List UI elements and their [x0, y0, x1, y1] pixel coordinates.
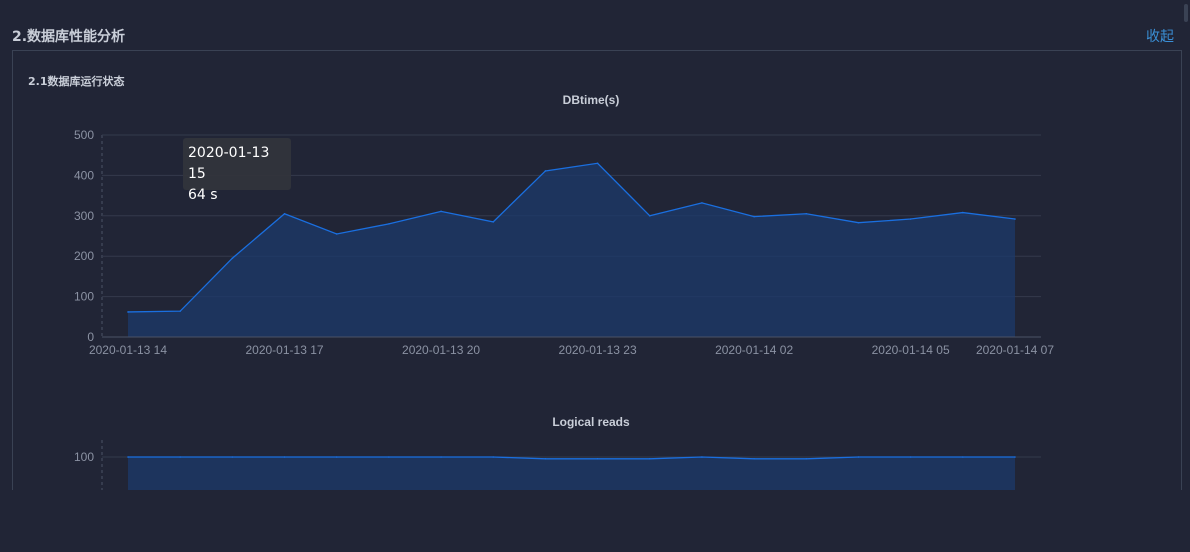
- data-point: [857, 456, 860, 458]
- dbtime-chart: DBtime(s) 0 100 200 300 400 500 2020-01-13 14 20…: [74, 93, 1054, 357]
- data-point: [388, 456, 390, 458]
- y-tick-label: 300: [74, 209, 94, 223]
- data-point: [335, 456, 338, 458]
- y-tick-label: 0: [87, 330, 94, 344]
- data-point: [1014, 456, 1016, 458]
- scrollbar[interactable]: [1184, 4, 1188, 22]
- collapse-button[interactable]: 收起: [1146, 29, 1174, 45]
- section-title: 2.数据库性能分析: [12, 29, 126, 45]
- data-point: [544, 170, 547, 172]
- data-point: [596, 162, 599, 165]
- chart-title: Logical reads: [552, 415, 630, 429]
- x-tick-label: 2020-01-14 07: [976, 343, 1054, 357]
- data-point: [440, 210, 442, 213]
- data-point: [335, 233, 338, 235]
- data-point: [179, 456, 181, 458]
- data-point: [701, 456, 703, 458]
- tooltip-time: 2020-01-13 15: [188, 145, 270, 182]
- data-point: [962, 456, 964, 458]
- data-point: [388, 223, 390, 225]
- data-point: [753, 215, 755, 218]
- data-point: [909, 456, 912, 458]
- panel-subtitle: 2.1数据库运行状态: [28, 75, 125, 88]
- series-area: [128, 457, 1015, 490]
- x-tick-label: 2020-01-13 14: [89, 343, 167, 357]
- data-point: [962, 211, 964, 214]
- y-tick-label: 400: [74, 168, 94, 182]
- x-tick-label: 2020-01-13 23: [559, 343, 637, 357]
- data-point: [648, 215, 651, 217]
- data-point: [179, 310, 181, 312]
- logical-reads-chart: Logical reads 100: [74, 415, 1041, 490]
- x-tick-label: 2020-01-13 20: [402, 343, 480, 357]
- data-point: [127, 311, 129, 313]
- data-point: [596, 458, 599, 460]
- series-line: [127, 162, 1016, 313]
- y-tick-label: 500: [74, 128, 94, 142]
- data-point: [701, 202, 703, 204]
- x-tick-label: 2020-01-13 17: [245, 343, 323, 357]
- y-tick-label: 100: [74, 450, 94, 464]
- data-point: [857, 221, 860, 224]
- data-point: [440, 456, 442, 458]
- series-line: [128, 456, 1015, 460]
- chart-tooltip: 2020-01-13 15 64 s: [183, 138, 291, 203]
- data-point: [231, 257, 234, 260]
- data-point: [492, 221, 495, 223]
- data-point: [753, 458, 755, 460]
- data-point: [283, 212, 286, 215]
- data-point: [805, 212, 808, 215]
- tooltip-value: 64 s: [188, 187, 218, 203]
- data-point: [127, 456, 129, 458]
- data-point: [648, 458, 651, 460]
- y-tick-label: 200: [74, 249, 94, 263]
- data-point: [909, 218, 912, 220]
- data-point: [544, 458, 547, 460]
- data-point: [805, 458, 808, 460]
- data-point: [1014, 218, 1016, 220]
- data-point: [283, 456, 286, 458]
- y-tick-label: 100: [74, 290, 94, 304]
- x-tick-label: 2020-01-14 05: [872, 343, 950, 357]
- x-tick-label: 2020-01-14 02: [715, 343, 793, 357]
- data-point: [231, 456, 234, 458]
- data-point: [492, 456, 495, 458]
- series-area: [128, 163, 1015, 337]
- chart-title: DBtime(s): [563, 93, 620, 107]
- performance-panel: 2.1数据库运行状态: [12, 50, 1182, 490]
